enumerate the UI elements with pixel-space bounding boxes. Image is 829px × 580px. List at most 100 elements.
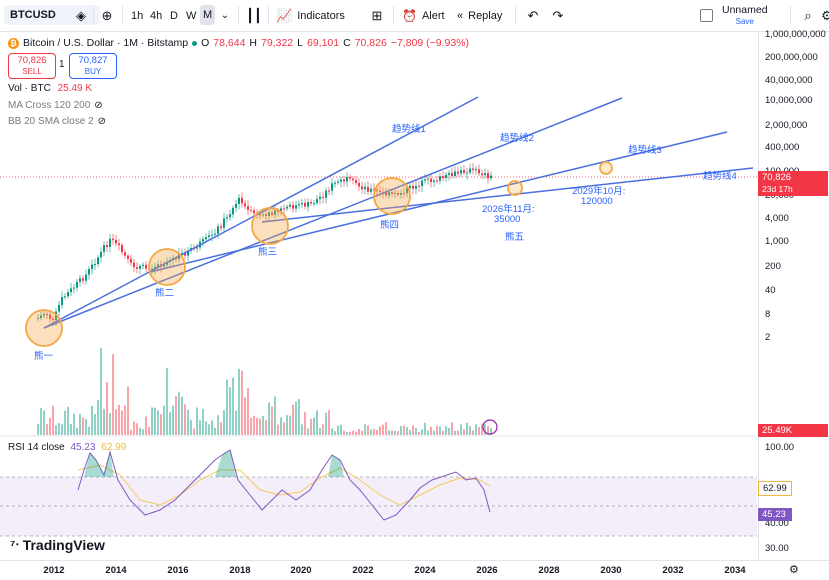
undo-icon[interactable]: ↶ xyxy=(527,7,539,23)
candle-body xyxy=(469,168,471,173)
candle-body xyxy=(322,196,324,198)
time-tick: 2032 xyxy=(662,565,684,576)
volume-bar xyxy=(67,406,69,435)
volume-bar xyxy=(259,418,261,435)
candle-body xyxy=(247,206,249,210)
candle-body xyxy=(433,180,435,183)
candles-icon[interactable]: ┃┃ xyxy=(246,7,262,23)
volume-bar xyxy=(235,410,237,435)
label-bear2: 熊二 xyxy=(155,287,174,299)
rsi-value: 45.23 xyxy=(70,442,96,453)
volume-bar xyxy=(385,422,387,435)
bb-legend[interactable]: BB 20 SMA close 2 ⊘ xyxy=(8,116,106,127)
volume-bar xyxy=(424,422,426,435)
redo-icon[interactable]: ↷ xyxy=(552,7,564,23)
volume-bar xyxy=(43,410,45,435)
candle-body xyxy=(76,281,78,288)
buy-button[interactable]: 70,827 BUY xyxy=(69,53,117,79)
volume-bar xyxy=(190,419,192,435)
replay-button[interactable]: « Replay xyxy=(457,0,502,31)
volume-bar xyxy=(100,348,102,435)
indicators-button[interactable]: 📈 Indicators xyxy=(276,0,345,31)
candle-body xyxy=(481,173,483,176)
rsi-legend[interactable]: RSI 14 close 45.23 62.99 xyxy=(8,442,126,453)
volume-bar xyxy=(478,426,480,435)
alert-button[interactable]: ⏰ Alert xyxy=(402,0,445,31)
candle-body xyxy=(442,176,444,179)
layout-checkbox[interactable] xyxy=(700,0,713,31)
resolution-w[interactable]: W xyxy=(186,9,197,22)
candle-body xyxy=(97,257,99,265)
symbol-icon[interactable]: ◈ xyxy=(76,7,86,23)
label-target1-date: 2026年11月: xyxy=(482,203,535,215)
resolution-4h[interactable]: 4h xyxy=(150,9,163,22)
eye-hidden-icon[interactable]: ⊘ xyxy=(97,116,106,127)
label-target1-value: 35000 xyxy=(494,214,520,225)
time-axis[interactable]: 2012 2014 2016 2018 2020 2022 2024 2026 … xyxy=(0,560,829,580)
candle-body xyxy=(352,178,354,181)
volume-bar xyxy=(367,425,369,435)
candle-body xyxy=(214,233,216,235)
trendlines[interactable] xyxy=(43,96,754,329)
price-axis[interactable]: 1,000,000,000 200,000,000 40,000,000 10,… xyxy=(758,29,829,559)
symbol-search[interactable]: BTCUSD xyxy=(4,5,100,25)
volume-bar xyxy=(382,424,384,435)
volume-bar xyxy=(205,421,207,435)
candle-body xyxy=(472,168,474,171)
volume-bar xyxy=(175,396,177,435)
candle-body xyxy=(310,202,312,204)
volume-bar xyxy=(91,405,93,435)
candle-body xyxy=(466,172,468,174)
candle-body xyxy=(109,238,111,247)
candle-body xyxy=(298,204,300,206)
volume-bar xyxy=(331,428,333,435)
ma-cross-legend[interactable]: MA Cross 120 200 ⊘ xyxy=(8,100,103,111)
price-tick: 2 xyxy=(765,332,771,343)
sell-button[interactable]: 70,826 SELL xyxy=(8,53,56,79)
settings-icon[interactable]: ⚙ xyxy=(821,7,829,23)
target1-circle xyxy=(507,180,523,196)
candle-body xyxy=(106,245,108,247)
volume-bar xyxy=(265,419,267,435)
label-bear4: 熊四 xyxy=(380,219,399,231)
volume-bar xyxy=(142,429,144,435)
compare-plus-icon[interactable]: ⊕ xyxy=(101,7,113,23)
rsi-value-tag: 45.23 xyxy=(758,508,792,521)
eye-hidden-icon[interactable]: ⊘ xyxy=(94,100,103,111)
volume-bar xyxy=(241,370,243,435)
legend-c-label: C xyxy=(343,37,351,49)
volume-bar xyxy=(166,368,168,435)
layout-name-button[interactable]: Unnamed Save xyxy=(722,0,768,31)
candle-body xyxy=(319,196,321,200)
templates-icon[interactable]: ⊞ xyxy=(371,7,383,23)
candle-body xyxy=(430,178,432,183)
volume-bar xyxy=(433,430,435,435)
tradingview-logo[interactable]: ⁷ᐧ TradingView xyxy=(10,537,105,553)
legend-title[interactable]: Bitcoin / U.S. Dollar · 1M · Bitstamp xyxy=(23,37,189,49)
settings-gear-icon[interactable]: ⚙ xyxy=(789,564,799,576)
chevron-down-icon[interactable]: ⌄ xyxy=(220,10,230,21)
volume-legend[interactable]: Vol · BTC 25.49 K xyxy=(8,83,92,94)
candle-body xyxy=(361,186,363,190)
tradingview-logo-icon: ⁷ᐧ xyxy=(10,537,19,552)
legend-close: 70,826 xyxy=(354,37,387,49)
time-tick: 2020 xyxy=(290,565,312,576)
candle-body xyxy=(250,209,252,211)
resolution-m[interactable]: M xyxy=(200,5,216,25)
time-tick: 2016 xyxy=(167,565,189,576)
candle-body xyxy=(409,185,411,188)
legend-h-label: H xyxy=(249,37,258,49)
resolution-1h[interactable]: 1h xyxy=(131,9,144,22)
volume-bar xyxy=(280,417,282,435)
candle-body xyxy=(475,169,477,171)
volume-bar xyxy=(484,424,486,435)
order-quantity[interactable]: 1 xyxy=(59,59,65,70)
replay-marker-icon[interactable] xyxy=(482,419,498,435)
quick-search-icon[interactable]: ⌕ xyxy=(804,7,812,23)
candle-body xyxy=(220,226,222,228)
label-target2-value: 120000 xyxy=(581,196,613,207)
cycle-circles[interactable] xyxy=(25,161,613,347)
candle-body xyxy=(118,243,120,246)
resolution-d[interactable]: D xyxy=(170,9,178,22)
